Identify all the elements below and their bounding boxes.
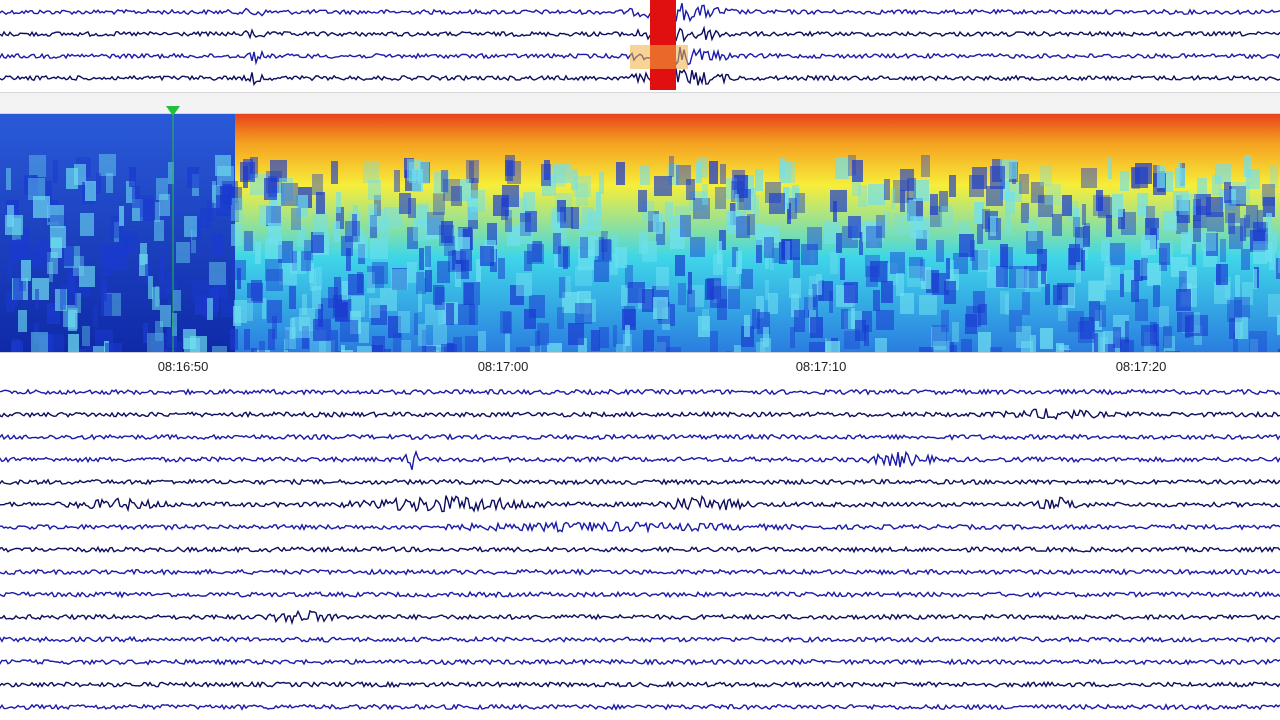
seismic-trace [0,494,1280,513]
seismic-trace [0,609,1280,626]
time-tick-label: 08:16:50 [157,359,209,374]
top-waveform-traces [0,0,1280,90]
time-tick-label: 08:17:10 [795,359,847,374]
seismic-trace [0,703,1280,711]
seismic-trace [0,680,1280,689]
seismic-trace [0,449,1280,470]
event-highlight [630,45,688,69]
seismic-trace [0,658,1280,666]
seismic-trace [0,388,1280,396]
seismic-trace [0,433,1280,441]
spectrogram-texture [5,154,1280,352]
bottom-waveform-traces [0,388,1280,711]
time-tick-label: 08:17:20 [1115,359,1167,374]
seismic-trace [0,519,1280,534]
seismic-trace [0,635,1280,644]
seismic-trace [0,590,1280,599]
seismic-trace [0,478,1280,486]
seismic-trace [0,408,1280,421]
seismic-trace [0,25,1280,43]
seismic-trace [0,568,1280,576]
time-axis: 08:16:50 08:17:00 08:17:10 08:17:20 [0,352,1280,378]
seismic-trace [0,67,1280,87]
bottom-waveform-panel [0,378,1280,720]
spectrogram [0,114,1280,352]
top-waveform-panel [0,0,1280,92]
seismic-trace [0,545,1280,554]
panel-divider[interactable] [0,92,1280,114]
spectrogram-panel [0,114,1280,352]
seismic-trace [0,3,1280,23]
triangle-down-icon[interactable] [166,106,180,116]
time-tick-label: 08:17:00 [477,359,529,374]
